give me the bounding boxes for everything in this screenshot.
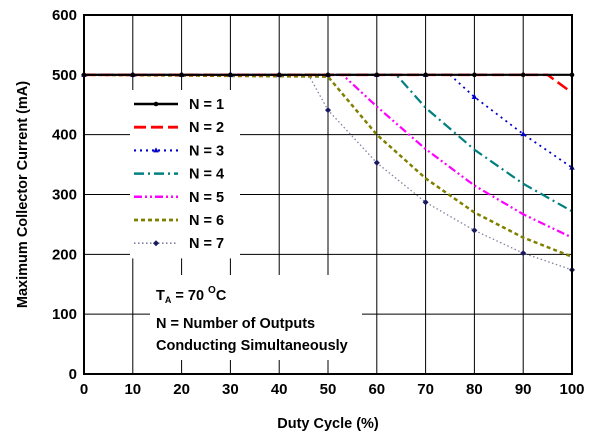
y-tick-label: 100 bbox=[52, 306, 77, 323]
x-axis-title: Duty Cycle (%) bbox=[277, 416, 379, 432]
data-point-marker bbox=[423, 72, 428, 78]
data-point-marker bbox=[153, 101, 159, 107]
data-point-marker bbox=[471, 227, 478, 234]
legend-label: N = 6 bbox=[189, 213, 224, 229]
legend-label: N = 2 bbox=[189, 120, 224, 136]
y-tick-label: 500 bbox=[52, 67, 77, 84]
series-7-line bbox=[84, 74, 573, 271]
series-lines bbox=[81, 71, 575, 273]
temp-unit: C bbox=[216, 288, 227, 304]
note-line-1: N = Number of Outputs bbox=[156, 316, 315, 332]
series-6-group bbox=[83, 73, 573, 258]
data-point-marker bbox=[153, 240, 159, 247]
data-point-marker bbox=[130, 72, 136, 78]
y-tick-label: 200 bbox=[52, 246, 77, 263]
x-tick-label: 60 bbox=[368, 381, 385, 398]
y-tick-label: 400 bbox=[52, 127, 77, 144]
temp-subscript: A bbox=[165, 295, 172, 305]
x-tick-label: 10 bbox=[124, 381, 141, 398]
data-point-marker bbox=[520, 131, 526, 137]
data-point-marker bbox=[153, 147, 159, 153]
legend-label: N = 5 bbox=[189, 190, 224, 206]
temp-value: = 70 bbox=[171, 288, 208, 304]
y-tick-label: 600 bbox=[52, 7, 77, 24]
legend-label: N = 1 bbox=[189, 97, 224, 113]
y-axis-title: Maximum Collector Current (mA) bbox=[15, 81, 31, 308]
x-tick-label: 100 bbox=[559, 381, 584, 398]
legend: N = 1 N = 2 N = 3 N = 4 N = 5 N = 6 N = 7 bbox=[134, 97, 224, 252]
x-tick-label: 80 bbox=[466, 381, 483, 398]
plot-frame bbox=[83, 14, 573, 375]
temp-degree: O bbox=[208, 285, 216, 296]
y-tick-label: 0 bbox=[69, 366, 77, 383]
y-tick-label: 300 bbox=[52, 187, 77, 204]
series-6-line bbox=[83, 73, 573, 258]
x-tick-label: 30 bbox=[222, 381, 239, 398]
temp-symbol: T bbox=[156, 288, 165, 304]
x-tick-label: 70 bbox=[417, 381, 434, 398]
data-point-marker bbox=[179, 72, 184, 78]
annotation-box bbox=[150, 275, 362, 360]
data-point-marker bbox=[325, 107, 331, 114]
x-tick-label: 0 bbox=[80, 381, 88, 398]
x-tick-label: 50 bbox=[320, 381, 337, 398]
data-point-marker bbox=[228, 72, 233, 78]
data-point-marker bbox=[520, 72, 526, 78]
data-point-marker bbox=[374, 72, 380, 78]
temperature-annotation: TA = 70 OC bbox=[156, 285, 227, 305]
data-point-marker bbox=[276, 72, 282, 78]
legend-label: N = 3 bbox=[189, 143, 224, 159]
legend-label: N = 4 bbox=[189, 167, 224, 183]
x-tick-label: 20 bbox=[173, 381, 190, 398]
data-point-marker bbox=[471, 93, 478, 99]
legend-label: N = 7 bbox=[189, 236, 224, 252]
data-point-marker bbox=[373, 159, 380, 166]
data-point-marker bbox=[325, 72, 331, 78]
data-point-marker bbox=[472, 72, 477, 78]
data-point-marker bbox=[422, 199, 429, 206]
data-point-marker bbox=[520, 250, 527, 257]
x-tick-label: 40 bbox=[271, 381, 288, 398]
note-line-2: Conducting Simultaneously bbox=[156, 338, 348, 354]
axis-ticks: 0 10 20 30 40 50 60 70 80 90 100 0 100 200 300 400 500 60… bbox=[52, 7, 585, 398]
x-tick-label: 90 bbox=[515, 381, 532, 398]
